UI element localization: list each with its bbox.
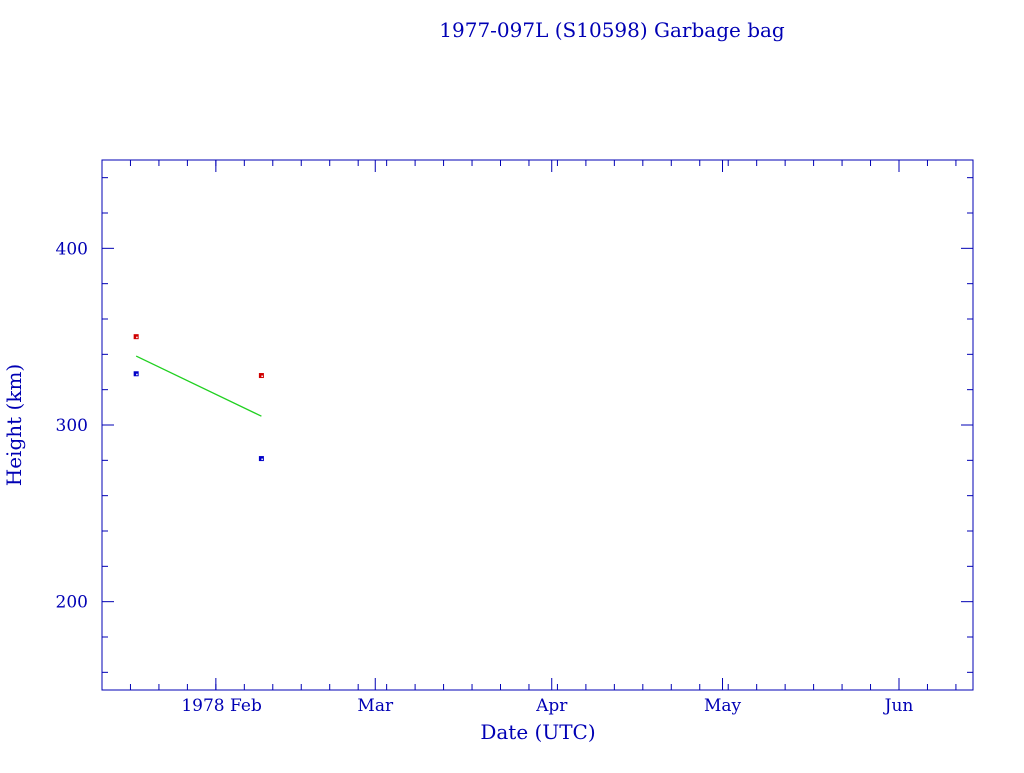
x-tick-label: 1978 Feb <box>181 696 262 716</box>
tick-labels: 1978 Feb Mar Apr May Jun 200 300 400 <box>56 239 914 716</box>
chart-title: 1977-097L (S10598) Garbage bag <box>439 18 785 42</box>
perigee-point-highlight <box>136 373 138 376</box>
data-marks <box>133 334 264 462</box>
y-axis-label: Height (km) <box>2 364 26 486</box>
fit-line <box>135 355 262 417</box>
x-tick-label: May <box>704 696 742 716</box>
x-tick-label: Jun <box>883 696 914 716</box>
y-tick-label: 400 <box>56 239 88 259</box>
x-tick-label: Mar <box>357 696 394 716</box>
x-tick-label: Apr <box>535 696 568 716</box>
plot-frame <box>101 159 974 691</box>
y-tick-label: 300 <box>56 416 88 436</box>
y-tick-label: 200 <box>56 593 88 613</box>
apogee-point-highlight <box>261 375 263 378</box>
perigee-point-highlight <box>261 458 263 461</box>
axis-ticks <box>101 160 973 690</box>
apogee-point-highlight <box>136 336 138 339</box>
x-axis-label: Date (UTC) <box>480 720 595 744</box>
